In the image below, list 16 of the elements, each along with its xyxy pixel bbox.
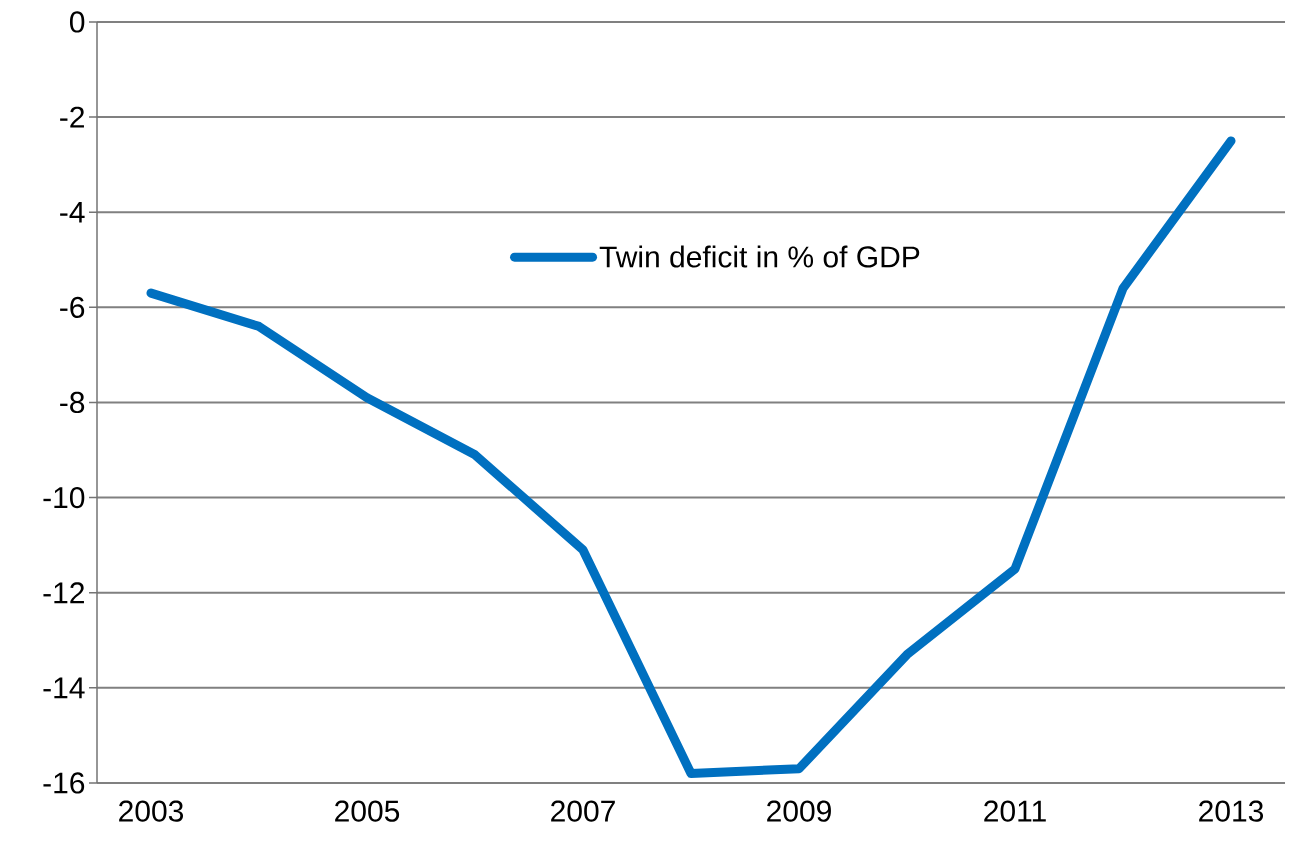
y-tick-label: -6 [60, 296, 85, 318]
y-tick-label: -8 [60, 391, 85, 414]
y-tick-label: -12 [43, 582, 84, 604]
y-tick-label: -16 [43, 772, 85, 794]
x-tick-label: 2011 [984, 800, 1046, 822]
x-tick-label: 2007 [551, 800, 615, 822]
y-tick-label: -14 [43, 677, 85, 699]
y-tick-label: 0 [69, 11, 85, 33]
x-tick-label: 2009 [767, 800, 831, 822]
y-tick-label: -10 [43, 486, 85, 509]
x-tick-label: 2013 [1199, 800, 1264, 822]
y-tick-label: -4 [60, 201, 85, 223]
x-tick-label: 2003 [119, 800, 184, 822]
legend-label: Twin deficit in % of GDP [599, 245, 920, 268]
y-tick-label: -2 [60, 106, 84, 128]
x-tick-label: 2005 [335, 800, 400, 822]
